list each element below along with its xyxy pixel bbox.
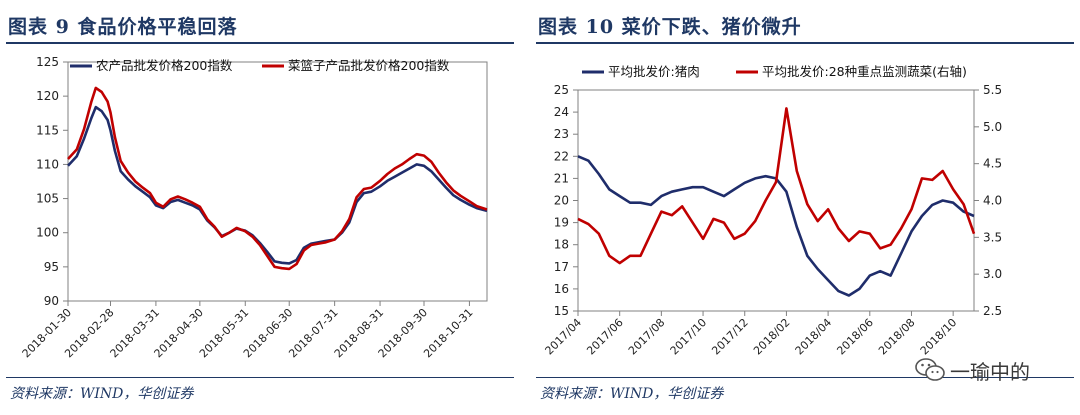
right-chart: 15 16 17 18 19 20 21 22 23 24 25 2.5 3.0 3.5 4.0 4.5 5.0…: [543, 64, 1002, 358]
right-y2-tick-label: 4.5: [983, 157, 1002, 171]
right-x-tick-label: 2018/10: [918, 316, 960, 358]
right-x-tick-label: 2018/02: [751, 316, 793, 358]
left-y-tick-label: 110: [36, 157, 59, 171]
right-y-tick-label: 17: [554, 260, 569, 274]
right-panel: 图表 10 菜价下跌、猪价微升 15 16 17 18 19 20 21 22 23 24 25 2.…: [530, 0, 1080, 415]
left-source-note: 资料来源：WIND，华创证券: [10, 386, 194, 402]
watermark-text: 一瑜中的: [950, 360, 1030, 384]
left-y-tick-label: 90: [44, 294, 59, 308]
right-x-tick-label: 2017/06: [584, 316, 626, 358]
left-y-tick-label: 100: [36, 226, 59, 240]
right-y-tick-label: 16: [554, 282, 569, 296]
right-y-tick-label: 23: [554, 127, 569, 141]
left-chart: 90951001051101151201252018-01-302018-02-…: [20, 55, 488, 360]
right-y2-tick-label: 3.5: [983, 230, 1002, 244]
left-panel: 图表 9 食品价格平稳回落 90 95 100 105 110 115 120 125 2018…: [0, 0, 520, 415]
right-legend-label-2: 平均批发价:28种重点监测蔬菜(右轴): [762, 64, 967, 79]
left-y-tick-label: 125: [36, 55, 59, 69]
left-y-tick-label: 95: [44, 260, 59, 274]
right-y-tick-label: 19: [554, 216, 569, 230]
right-y-tick-label: 24: [554, 105, 569, 119]
left-title-rule: [6, 42, 514, 44]
right-y2-tick-label: 4.0: [983, 194, 1002, 208]
right-legend-label-1: 平均批发价:猪肉: [608, 64, 700, 79]
right-source-note: 资料来源：WIND，华创证券: [540, 386, 724, 402]
right-x-tick-label: 2017/12: [709, 316, 751, 358]
right-y2-tick-label: 2.5: [983, 304, 1002, 318]
left-x-tick-label: 2018-10-31: [421, 306, 475, 360]
left-y-tick-label: 120: [36, 89, 59, 103]
right-x-tick-label: 2018/08: [876, 316, 918, 358]
right-title-rule: [536, 42, 1074, 44]
left-legend-label-1: 农产品批发价格200指数: [96, 58, 233, 73]
right-y-tick-label: 21: [554, 171, 569, 185]
right-y-tick-label: 25: [554, 83, 569, 97]
left-y-tick-label: 105: [36, 192, 59, 206]
right-y-tick-label: 20: [554, 194, 569, 208]
wechat-icon: [915, 358, 945, 381]
right-y-tick-label: 18: [554, 238, 569, 252]
right-x-tick-label: 2018/04: [793, 316, 835, 358]
right-x-tick-label: 2017/08: [626, 316, 668, 358]
left-legend-label-2: 菜篮子产品批发价格200指数: [288, 58, 450, 73]
left-series-line-1: [67, 105, 488, 265]
left-plot-frame: [67, 61, 488, 302]
right-y2-tick-label: 5.5: [983, 83, 1002, 97]
right-x-tick-label: 2018/06: [834, 316, 876, 358]
left-y-tick-label: 115: [36, 123, 59, 137]
right-y2-tick-label: 5.0: [983, 120, 1002, 134]
right-figure-title: 图表 10 菜价下跌、猪价微升: [538, 16, 802, 38]
right-y2-tick-label: 3.0: [983, 267, 1002, 281]
right-x-tick-label: 2017/04: [543, 316, 585, 358]
right-y-tick-label: 22: [554, 149, 569, 163]
left-source-rule: [6, 377, 514, 378]
right-x-tick-label: 2017/10: [668, 316, 710, 358]
right-series-line-2: [577, 107, 976, 265]
left-series-line-2: [67, 86, 488, 271]
watermark: 一瑜中的: [912, 354, 1072, 386]
right-y-tick-label: 15: [554, 304, 569, 318]
right-source-rule: [536, 377, 1074, 378]
left-figure-title: 图表 9 食品价格平稳回落: [8, 16, 238, 38]
